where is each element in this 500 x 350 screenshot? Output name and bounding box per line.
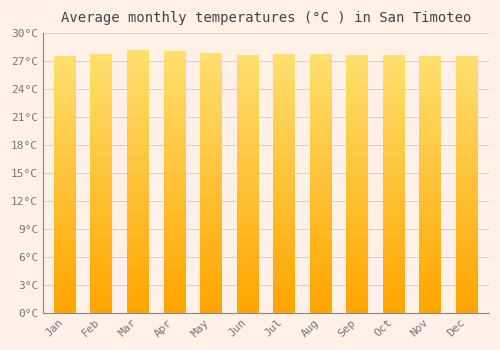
Title: Average monthly temperatures (°C ) in San Timoteo: Average monthly temperatures (°C ) in Sa… (60, 11, 471, 25)
Bar (200, 53, 222, 313)
Bar (346, 55, 368, 313)
Bar (236, 55, 258, 313)
Bar (310, 54, 332, 313)
Bar (420, 56, 442, 313)
Bar (90, 54, 112, 313)
Bar (127, 50, 149, 313)
Bar (164, 51, 186, 313)
Bar (456, 56, 478, 313)
Bar (273, 54, 295, 313)
Bar (383, 56, 405, 313)
Bar (54, 56, 76, 313)
